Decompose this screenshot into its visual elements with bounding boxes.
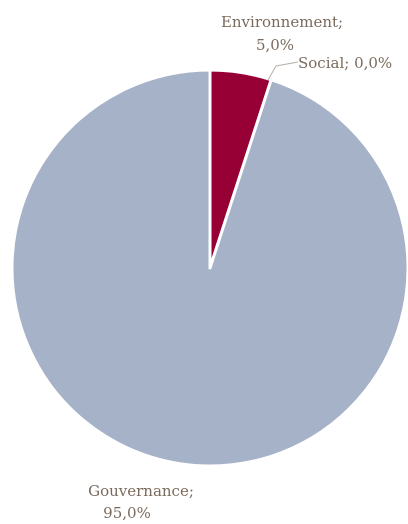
pie-slices [10,68,408,468]
leader-line-social [267,61,299,81]
slice-label-social: Social; 0,0% [298,54,392,72]
slice-label-gouvernance-name: Gouvernance; [88,482,194,500]
slice-label-environnement-name: Environnement; [221,13,343,31]
slice-label-environnement-value: 5,0% [256,36,294,54]
pie-slice-gouvernance [10,68,408,468]
leader-lines [267,61,299,81]
slice-label-gouvernance-value: 95,0% [103,504,151,522]
